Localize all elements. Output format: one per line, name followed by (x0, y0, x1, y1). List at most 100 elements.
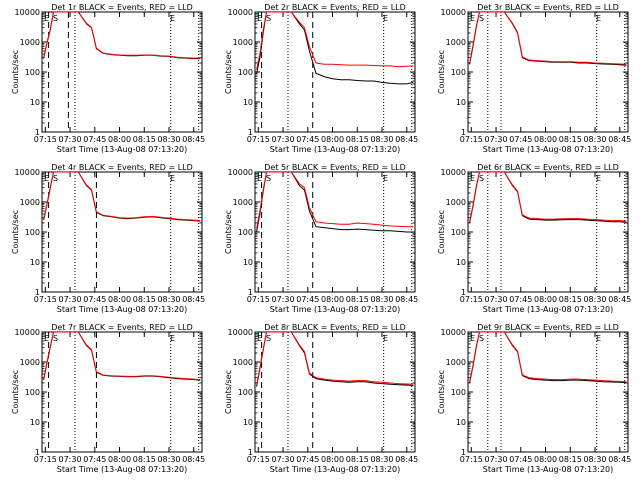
panel-det-7: Det 7r BLACK = Events, RED = LLD 1 10 100 10… (11, 323, 205, 474)
x-tick-label: 07:30 (59, 135, 82, 144)
y-axis-label: Counts/sec (11, 50, 20, 94)
marker-S: S (479, 14, 484, 23)
y-tick-label: 1 (248, 128, 253, 137)
x-axis-label: Start Time (13-Aug-08 07:13:20) (57, 145, 188, 154)
y-tick-label: 10 (30, 258, 40, 267)
y-tick-label: 10 (30, 418, 40, 427)
y-tick-label: 1000 (446, 358, 466, 367)
x-tick-label: 08:30 (583, 455, 606, 464)
y-tick-label: 1000 (233, 358, 253, 367)
x-tick-label: 07:15 (247, 135, 270, 144)
x-tick-label: 07:45 (509, 295, 532, 304)
marker-E: E (596, 174, 601, 183)
marker-E-left: E (470, 334, 475, 343)
x-tick-label: 07:45 (296, 455, 319, 464)
marker-E: E (170, 14, 175, 23)
panel-det-1: Det 1r BLACK = Events, RED = LLD 1 10 100 10… (11, 3, 205, 154)
marker-S: S (53, 334, 58, 343)
x-tick-label: 07:15 (34, 135, 57, 144)
series-lld-line (43, 172, 201, 222)
plot-frame (467, 171, 629, 293)
y-tick-label: 1000 (233, 198, 253, 207)
y-tick-label: 1 (35, 128, 40, 137)
x-tick-label: 07:30 (272, 135, 295, 144)
x-tick-label: 08:00 (321, 295, 344, 304)
x-tick-label: 08:15 (559, 455, 582, 464)
x-tick-label: 08:15 (559, 295, 582, 304)
marker-S: S (266, 174, 271, 183)
x-tick-label: 07:30 (272, 295, 295, 304)
x-tick-label: 08:15 (559, 135, 582, 144)
marker-E: E (383, 14, 388, 23)
x-axis-label: Start Time (13-Aug-08 07:13:20) (57, 465, 188, 474)
x-tick-label: 08:00 (108, 455, 131, 464)
x-tick-label: 08:30 (583, 295, 606, 304)
x-axis-label: Start Time (13-Aug-08 07:13:20) (483, 305, 614, 314)
x-tick-label: 07:30 (485, 135, 508, 144)
x-tick-label: 07:15 (460, 455, 483, 464)
x-tick-label: 08:45 (182, 295, 205, 304)
marker-E: E (170, 334, 175, 343)
x-tick-label: 08:45 (395, 295, 418, 304)
series-events-line (256, 172, 414, 233)
y-tick-label: 10000 (441, 8, 466, 17)
y-tick-label: 1000 (233, 38, 253, 47)
series-lld-line (43, 12, 201, 59)
x-tick-label: 07:45 (83, 295, 106, 304)
x-tick-label: 08:45 (608, 295, 631, 304)
panel-title: Det 9r BLACK = Events, RED = LLD (477, 323, 619, 332)
panel-title: Det 3r BLACK = Events, RED = LLD (477, 3, 619, 12)
y-tick-label: 1000 (446, 38, 466, 47)
x-tick-label: 08:00 (534, 295, 557, 304)
x-tick-label: 08:45 (608, 455, 631, 464)
marker-E-left: E (44, 14, 49, 23)
marker-S: S (266, 334, 271, 343)
panel-title: Det 8r BLACK = Events, RED = LLD (264, 323, 406, 332)
plot-frame (254, 331, 416, 453)
y-tick-label: 100 (451, 388, 466, 397)
y-tick-label: 100 (238, 68, 253, 77)
x-tick-label: 07:30 (59, 295, 82, 304)
panel-det-4: Det 4r BLACK = Events, RED = LLD 1 10 100 10… (11, 163, 205, 314)
x-axis-label: Start Time (13-Aug-08 07:13:20) (270, 465, 401, 474)
x-axis-label: Start Time (13-Aug-08 07:13:20) (483, 145, 614, 154)
x-tick-label: 08:45 (395, 135, 418, 144)
x-tick-label: 07:45 (83, 455, 106, 464)
y-tick-label: 100 (25, 388, 40, 397)
y-axis-label: Counts/sec (11, 370, 20, 414)
panel-det-8: Det 8r BLACK = Events, RED = LLD 1 10 100 10… (224, 323, 418, 474)
y-tick-label: 100 (25, 228, 40, 237)
panel-title: Det 4r BLACK = Events, RED = LLD (51, 163, 193, 172)
plot-frame (467, 331, 629, 453)
x-tick-label: 07:30 (59, 455, 82, 464)
y-tick-label: 1 (35, 448, 40, 457)
y-tick-label: 10000 (15, 168, 40, 177)
x-tick-label: 08:30 (583, 135, 606, 144)
series-lld-line (256, 172, 414, 229)
x-axis-label: Start Time (13-Aug-08 07:13:20) (270, 145, 401, 154)
y-tick-label: 100 (451, 228, 466, 237)
x-tick-label: 08:15 (346, 455, 369, 464)
marker-E: E (383, 334, 388, 343)
y-tick-label: 1 (461, 448, 466, 457)
panel-det-5: Det 5r BLACK = Events, RED = LLD 1 10 100 10… (224, 163, 418, 314)
y-tick-label: 10 (456, 418, 466, 427)
plot-frame (41, 331, 203, 453)
plot-frame (254, 11, 416, 133)
x-axis-label: Start Time (13-Aug-08 07:13:20) (270, 305, 401, 314)
x-tick-label: 07:45 (509, 135, 532, 144)
y-tick-label: 10000 (15, 328, 40, 337)
marker-S: S (53, 174, 58, 183)
marker-S: S (479, 174, 484, 183)
y-tick-label: 10 (243, 258, 253, 267)
x-tick-label: 07:30 (485, 455, 508, 464)
y-tick-label: 10 (30, 98, 40, 107)
x-tick-label: 07:15 (460, 135, 483, 144)
series-events-line (256, 12, 414, 85)
x-axis-label: Start Time (13-Aug-08 07:13:20) (483, 465, 614, 474)
x-tick-label: 07:30 (272, 455, 295, 464)
y-tick-label: 1 (461, 128, 466, 137)
y-tick-label: 1000 (20, 198, 40, 207)
x-tick-label: 08:00 (534, 135, 557, 144)
x-tick-label: 08:00 (321, 455, 344, 464)
